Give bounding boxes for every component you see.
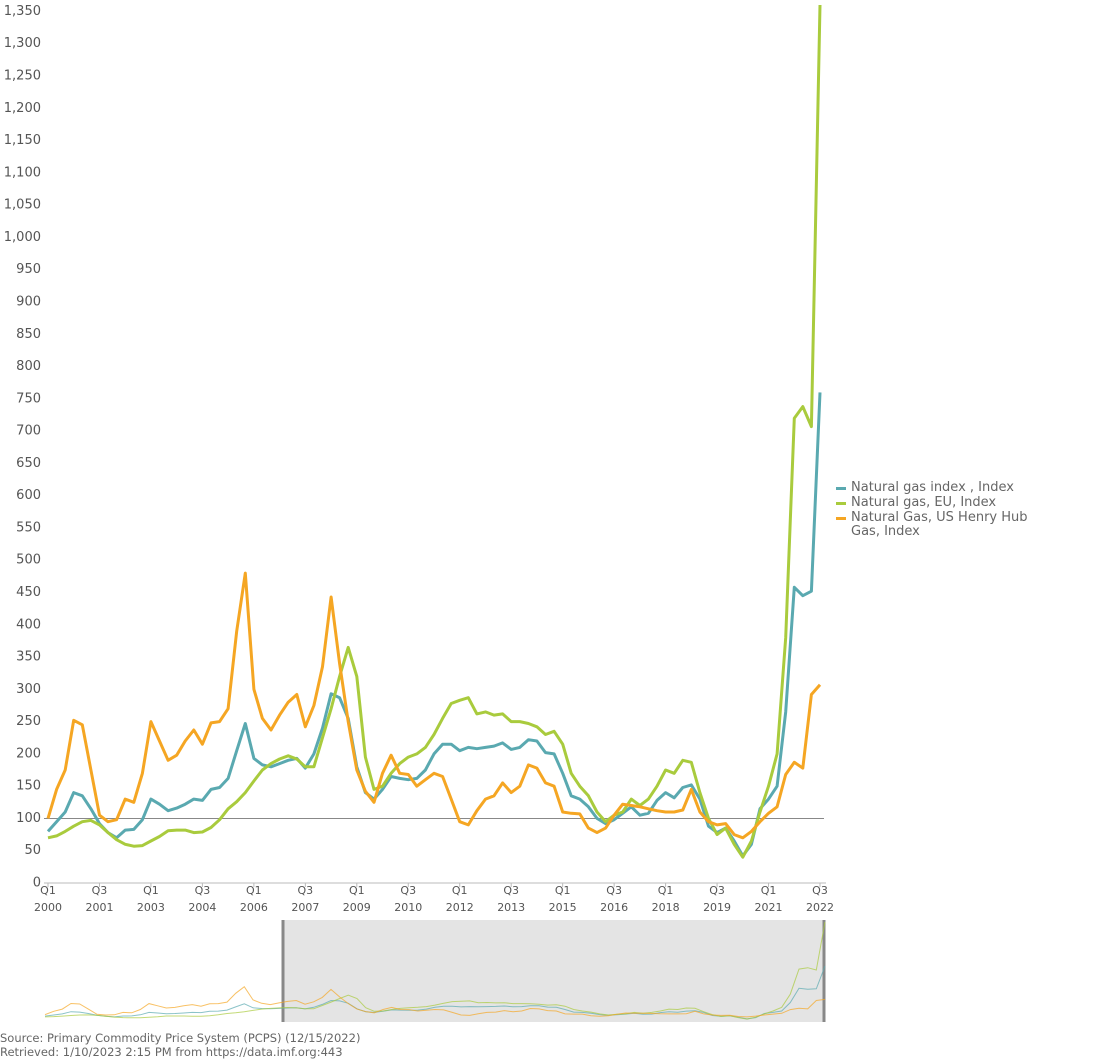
y-tick-label: 1,150: [4, 133, 41, 148]
y-tick-label: 400: [16, 617, 41, 632]
x-tick-label: Q1: [555, 884, 571, 897]
x-tick-label: 2010: [394, 901, 422, 914]
x-tick-label: Q3: [503, 884, 519, 897]
y-tick-label: 650: [16, 456, 41, 471]
x-tick-label: 2018: [652, 901, 680, 914]
y-tick-label: 150: [16, 779, 41, 794]
legend-label: Natural gas, EU, Index: [851, 495, 997, 510]
y-tick-label: 250: [16, 714, 41, 729]
y-tick-label: 350: [16, 650, 41, 665]
x-tick-label: Q1: [349, 884, 365, 897]
y-tick-label: 50: [24, 843, 41, 858]
y-tick-label: 1,300: [4, 36, 41, 51]
y-tick-label: 200: [16, 746, 41, 761]
x-tick-label: Q3: [606, 884, 622, 897]
y-tick-label: 600: [16, 488, 41, 503]
y-tick-label: 800: [16, 359, 41, 374]
y-tick-label: 0: [33, 876, 41, 891]
y-tick-label: 1,050: [4, 198, 41, 213]
y-tick-label: 900: [16, 294, 41, 309]
x-tick-label: 2007: [291, 901, 319, 914]
y-tick-label: 1,200: [4, 101, 41, 116]
x-tick-label: 2015: [549, 901, 577, 914]
legend-item[interactable]: Natural Gas, US Henry Hub Gas, Index: [836, 511, 1066, 539]
chart: 0 50 100 150 200 250 300 350 400 450 500 550 600 650 7…: [4, 4, 834, 1022]
series-line: [46, 571, 822, 840]
series-line: [47, 4, 822, 859]
legend-label: Natural Gas, US Henry Hub Gas, Index: [851, 510, 1028, 539]
x-tick-label: 2022: [806, 901, 834, 914]
source-note: Source: Primary Commodity Price System (…: [0, 1031, 361, 1045]
x-tick-label: 2013: [497, 901, 525, 914]
x-tick-label: Q3: [297, 884, 313, 897]
y-tick-label: 100: [16, 811, 41, 826]
x-tick-label: Q1: [143, 884, 159, 897]
y-tick-label: 1,100: [4, 165, 41, 180]
y-tick-label: 450: [16, 585, 41, 600]
legend-swatch: [836, 487, 846, 490]
x-tick-label: 2001: [85, 901, 113, 914]
x-tick-label: 2016: [600, 901, 628, 914]
legend-item[interactable]: Natural gas index , Index: [836, 481, 1066, 495]
x-tick-label: Q1: [658, 884, 674, 897]
y-tick-label: 1,000: [4, 230, 41, 245]
x-tick-label: 2009: [343, 901, 371, 914]
x-tick-label: 2019: [703, 901, 731, 914]
series-line: [46, 392, 822, 858]
legend: Natural gas index , Index Natural gas, EU…: [836, 481, 1066, 540]
x-tick-label: 2000: [34, 901, 62, 914]
x-tick-label: Q3: [709, 884, 725, 897]
y-tick-label: 750: [16, 391, 41, 406]
retrieved-note: Retrieved: 1/10/2023 2:15 PM from https:…: [0, 1045, 343, 1059]
legend-item[interactable]: Natural gas, EU, Index: [836, 496, 1066, 510]
y-tick-label: 300: [16, 682, 41, 697]
legend-swatch: [836, 517, 846, 520]
x-tick-label: Q1: [761, 884, 777, 897]
y-tick-label: 550: [16, 520, 41, 535]
x-tick-label: 2004: [188, 901, 216, 914]
x-tick-label: 2021: [755, 901, 783, 914]
overview-line: [44, 921, 826, 1020]
x-tick-label: Q3: [195, 884, 211, 897]
x-tick-label: Q1: [246, 884, 262, 897]
y-tick-label: 500: [16, 553, 41, 568]
y-tick-label: 1,250: [4, 69, 41, 84]
x-tick-label: 2012: [446, 901, 474, 914]
x-tick-label: Q3: [812, 884, 828, 897]
x-tick-label: Q3: [92, 884, 108, 897]
y-tick-label: 700: [16, 424, 41, 439]
legend-swatch: [836, 502, 846, 505]
x-tick-label: Q3: [400, 884, 416, 897]
y-tick-label: 850: [16, 327, 41, 342]
overview-line: [44, 985, 826, 1018]
y-tick-label: 950: [16, 262, 41, 277]
x-tick-label: Q1: [452, 884, 468, 897]
x-tick-label: Q1: [40, 884, 56, 897]
y-tick-label: 1,350: [4, 4, 41, 19]
legend-label: Natural gas index , Index: [851, 480, 1014, 495]
x-tick-label: 2003: [137, 901, 165, 914]
x-tick-label: 2006: [240, 901, 268, 914]
